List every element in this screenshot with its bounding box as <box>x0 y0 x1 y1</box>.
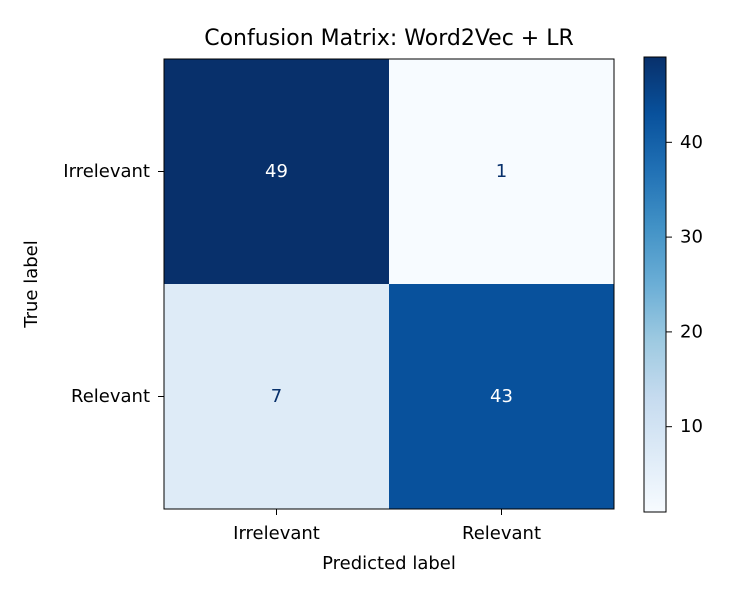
cell-value-label: 43 <box>490 386 513 407</box>
x-axis-label: Predicted label <box>322 553 456 574</box>
plot-frame <box>163 58 615 510</box>
x-tick-label: Irrelevant <box>233 523 320 544</box>
colorbar-tick-label: 10 <box>680 416 703 437</box>
heatmap-cells <box>164 59 614 509</box>
chart-title: Confusion Matrix: Word2Vec + LR <box>204 26 574 51</box>
colorbar-tick-label: 40 <box>680 132 703 153</box>
cell-value-label: 1 <box>496 161 507 182</box>
y-axis-label: True label <box>21 240 42 329</box>
y-tick-label: Irrelevant <box>63 161 150 182</box>
y-tick-label: Relevant <box>71 386 150 407</box>
colorbar-tick-label: 30 <box>680 227 703 248</box>
heatmap-cell <box>389 59 614 284</box>
colorbar-tick-label: 20 <box>680 321 703 342</box>
cell-value-label: 49 <box>265 161 288 182</box>
x-tick-label: Relevant <box>462 523 541 544</box>
cell-value-label: 7 <box>271 386 282 407</box>
heatmap-cell <box>164 284 389 509</box>
heatmap-cell <box>389 284 614 509</box>
colorbar-ticks: 10 20 30 40 <box>666 132 703 437</box>
y-axis-ticks: Irrelevant Relevant <box>63 161 164 407</box>
heatmap-cell <box>164 59 389 284</box>
heatmap-cell-labels: 49 1 7 43 <box>265 161 513 407</box>
colorbar <box>643 56 667 513</box>
x-axis-ticks: Irrelevant Relevant <box>233 509 541 544</box>
